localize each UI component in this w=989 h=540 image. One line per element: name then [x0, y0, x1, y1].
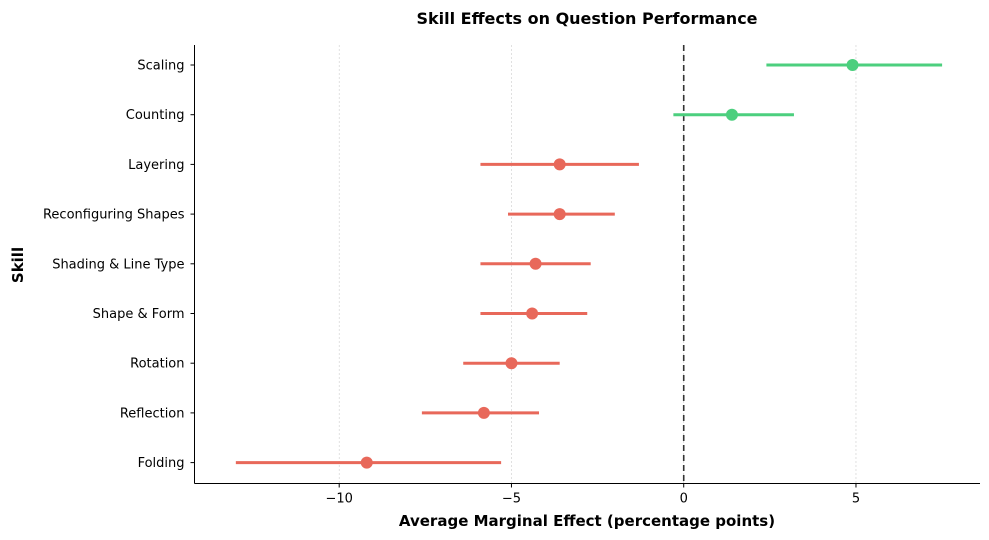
y-tick-label: Folding: [138, 456, 185, 471]
estimate-point: [505, 357, 518, 370]
x-axis-ticks: −10 −5 0 5: [325, 483, 860, 507]
x-tick-label: −10: [325, 492, 352, 507]
y-tick-label: Reflection: [120, 406, 185, 421]
y-tick-label: Counting: [126, 108, 185, 123]
estimate-point: [846, 59, 859, 71]
estimate-point: [477, 406, 490, 419]
y-tick-label: Layering: [128, 158, 184, 173]
estimate-point: [725, 108, 738, 121]
y-axis-ticks: Scaling Counting Layering Reconfiguring Sha…: [43, 59, 195, 471]
data-marks: [235, 59, 943, 469]
y-tick-label: Shape & Form: [93, 307, 185, 322]
y-tick-label: Rotation: [130, 357, 184, 372]
y-axis-label: Skill: [9, 247, 27, 283]
chart-title: Skill Effects on Question Performance: [416, 9, 757, 28]
x-tick-label: 0: [680, 492, 688, 507]
estimate-point: [360, 456, 373, 469]
grid-lines: [338, 45, 857, 484]
y-tick-label: Shading & Line Type: [52, 257, 184, 272]
estimate-point: [553, 158, 566, 171]
estimate-point: [526, 307, 539, 320]
estimate-point: [529, 257, 542, 270]
x-tick-label: 5: [852, 492, 860, 507]
estimate-point: [553, 208, 566, 221]
x-axis-label: Average Marginal Effect (percentage poin…: [399, 512, 775, 530]
x-tick-label: −5: [502, 492, 521, 507]
y-tick-label: Reconfiguring Shapes: [43, 208, 185, 223]
y-tick-label: Scaling: [137, 59, 184, 74]
